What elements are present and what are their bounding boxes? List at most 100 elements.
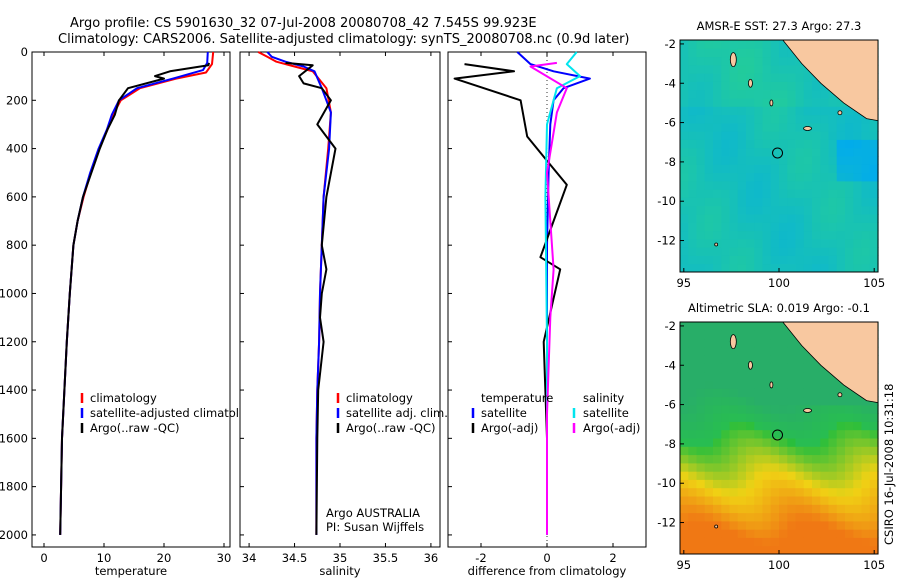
map-cell: [779, 520, 788, 530]
map-cell: [836, 545, 846, 555]
map-cell: [869, 205, 879, 215]
map-cell: [729, 322, 739, 331]
map-cell: [779, 48, 788, 58]
map-cell: [787, 230, 797, 240]
map-cell: [853, 255, 863, 265]
map-cell: [688, 529, 698, 538]
map-cell: [746, 520, 755, 530]
map-cell: [828, 106, 838, 116]
map-cell: [762, 64, 772, 74]
map-cell: [770, 238, 780, 248]
map-cell: [770, 346, 780, 356]
map-cell: [688, 487, 698, 497]
map-cell: [737, 139, 747, 149]
map-cell: [828, 446, 838, 456]
map-cell: [795, 512, 805, 522]
map-cell: [770, 454, 780, 464]
map-cell: [754, 56, 764, 66]
map-cell: [869, 139, 879, 149]
x-tick-label: 35: [333, 551, 348, 565]
map-cell: [713, 462, 722, 472]
map-cell: [762, 156, 772, 165]
map-cell: [696, 64, 706, 74]
map-cell: [762, 479, 772, 489]
map-cell: [762, 529, 772, 538]
map-cell: [861, 404, 871, 414]
map-cell: [770, 81, 780, 91]
map-cell: [803, 504, 813, 514]
map-cell: [836, 438, 846, 447]
map-cell: [688, 438, 698, 447]
map-cell: [828, 222, 838, 232]
map-cell: [803, 355, 813, 364]
map-cell: [779, 114, 788, 124]
map-cell: [795, 255, 805, 265]
map-cell: [754, 462, 764, 472]
map-cell: [820, 462, 830, 472]
map-cell: [746, 454, 755, 464]
island: [769, 381, 774, 389]
map-cell: [729, 205, 739, 215]
map-cell: [696, 56, 706, 66]
map-cell: [754, 197, 764, 207]
map-cell: [762, 413, 772, 422]
map-cell: [762, 462, 772, 472]
map-cell: [680, 131, 689, 140]
map-cell: [803, 81, 813, 91]
map-cell: [721, 214, 731, 223]
map-cell: [861, 247, 871, 256]
map-cell: [688, 338, 698, 348]
map-cell: [688, 322, 698, 331]
map-cell: [746, 89, 755, 99]
map-cell: [787, 446, 797, 456]
map-cell: [729, 98, 739, 107]
map-cell: [828, 164, 838, 174]
map-cell: [704, 421, 714, 431]
map-cell: [737, 479, 747, 489]
map-cell: [754, 520, 764, 530]
map-cell: [861, 197, 871, 207]
sla-map-panel: Altimetric SLA: 0.019 Argo: -0.1 95 100 105…: [657, 301, 885, 572]
map-cell: [680, 322, 689, 331]
map-cell: [869, 172, 879, 182]
map-cell: [746, 479, 755, 489]
map-cell: [853, 230, 863, 240]
map-cell: [737, 454, 747, 464]
map-cell: [762, 40, 772, 49]
map-cell: [704, 355, 714, 364]
map-cell: [754, 247, 764, 256]
map-cell: [812, 529, 821, 538]
map-cell: [762, 147, 772, 157]
map-cell: [688, 512, 698, 522]
map-cell: [812, 421, 821, 431]
map-cell: [787, 371, 797, 381]
map-cell: [762, 438, 772, 447]
map-cell: [721, 413, 731, 422]
map-cell: [853, 172, 863, 182]
map-cell: [795, 438, 805, 447]
map-cell: [861, 504, 871, 514]
x-tick-label: 95: [676, 276, 691, 290]
map-cell: [688, 139, 698, 149]
map-cell: [869, 520, 879, 530]
map-cell: [869, 131, 879, 140]
map-cell: [820, 371, 830, 381]
map-cell: [737, 48, 747, 58]
map-cell: [836, 247, 846, 256]
map-cell: [795, 404, 805, 414]
map-cell: [779, 164, 788, 174]
map-cell: [787, 512, 797, 522]
map-cell: [713, 529, 722, 538]
map-cell: [828, 247, 838, 256]
map-cell: [680, 545, 689, 555]
map-cell: [787, 529, 797, 538]
map-cell: [820, 172, 830, 182]
map-cell: [836, 263, 846, 273]
map-cell: [746, 462, 755, 472]
map-cell: [812, 189, 821, 198]
map-cell: [787, 222, 797, 232]
map-cell: [762, 131, 772, 140]
x-tick-label: 0: [40, 551, 47, 565]
map-cell: [737, 64, 747, 74]
map-cell: [795, 172, 805, 182]
